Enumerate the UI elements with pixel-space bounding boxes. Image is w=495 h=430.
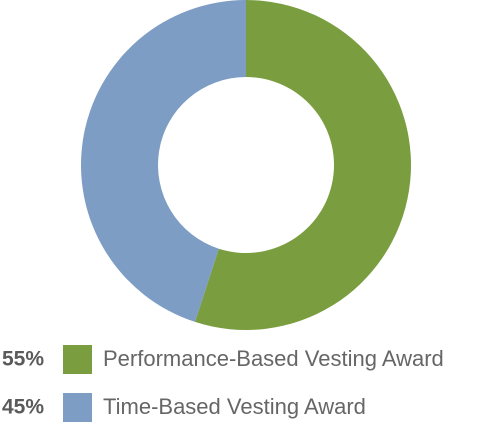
legend-swatch bbox=[63, 345, 92, 374]
legend-label: Performance-Based Vesting Award bbox=[103, 346, 444, 371]
wedge bbox=[195, 0, 411, 330]
legend-label: Time-Based Vesting Award bbox=[103, 394, 366, 419]
legend-swatch bbox=[63, 393, 92, 422]
wedge bbox=[81, 0, 246, 322]
legend-value: 45% bbox=[2, 396, 44, 419]
legend-value: 55% bbox=[2, 348, 44, 371]
